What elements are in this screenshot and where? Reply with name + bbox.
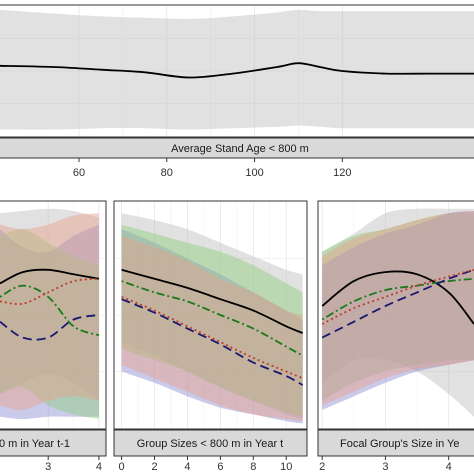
x-tick-label: 2 (151, 461, 157, 473)
x-tick-label: 80 (161, 167, 173, 179)
fitted-line (0, 268, 100, 285)
fitted-line (0, 314, 100, 341)
bottom-middle-panel-x-ticks: 0 2 4 6 8 10 (119, 456, 292, 473)
confidence-band (0, 213, 99, 410)
x-tick-label: 6 (217, 461, 223, 473)
fitted-line (0, 284, 100, 337)
fitted-line (121, 296, 304, 380)
bottom-right-panel-strip-label: Focal Group's Size in Ye (340, 438, 460, 450)
confidence-band (121, 229, 303, 424)
confidence-band (322, 212, 474, 401)
x-tick-label: 4 (184, 461, 190, 473)
fitted-line (321, 268, 474, 339)
bottom-left-panel-strip-label: 0 m in Year t-1 (0, 438, 70, 450)
x-tick-label: 2 (319, 461, 325, 473)
confidence-band (121, 224, 303, 417)
x-tick-label: 4 (446, 461, 452, 473)
bottom-middle-panel-lines (121, 268, 304, 386)
confidence-band (0, 228, 99, 419)
x-tick-label: 60 (73, 167, 85, 179)
bottom-right-panel-lines (321, 268, 474, 339)
bottom-right-panel-strip (317, 429, 474, 457)
bottom-right-panel-grid (319, 202, 474, 428)
bottom-middle-panel-strip (113, 429, 308, 457)
top-panel-strip-label: Average Stand Age < 800 m (171, 143, 309, 155)
fitted-line (321, 277, 474, 321)
top-panel-lines (0, 62, 474, 79)
bottom-right-panel-x-ticks: 2 3 4 (319, 456, 452, 473)
x-tick-label: 8 (250, 461, 256, 473)
fitted-line (121, 268, 304, 334)
confidence-band (0, 9, 474, 130)
bottom-left-panel-lines (0, 268, 100, 341)
x-tick-label: 100 (245, 167, 263, 179)
fitted-line (321, 270, 474, 325)
top-panel-strip (0, 137, 474, 159)
fitted-line (121, 298, 304, 386)
top-panel-bands (0, 9, 474, 130)
fitted-line (0, 62, 474, 79)
x-tick-label: 3 (45, 461, 51, 473)
top-panel-x-ticks: 60 80 100 120 (73, 158, 352, 179)
fitted-line (121, 280, 304, 357)
x-tick-label: 3 (382, 461, 388, 473)
bottom-left-panel-grid (0, 202, 105, 428)
confidence-band (322, 211, 474, 406)
x-tick-label: 0 (119, 461, 125, 473)
fitted-line (0, 277, 99, 305)
bottom-left-panel-bands (0, 208, 99, 419)
bottom-middle-panel-strip-label: Group Sizes < 800 m in Year t (137, 438, 283, 450)
bottom-right-panel-bands (322, 208, 474, 417)
x-tick-label: 120 (333, 167, 351, 179)
confidence-band (0, 208, 99, 401)
confidence-band (322, 208, 474, 417)
confidence-band (322, 211, 474, 410)
bottom-left-panel-strip (0, 429, 107, 457)
x-tick-label: 10 (280, 461, 292, 473)
confidence-band (0, 224, 99, 419)
x-tick-label: 4 (96, 461, 102, 473)
fitted-line (321, 268, 474, 325)
confidence-band (121, 213, 303, 419)
